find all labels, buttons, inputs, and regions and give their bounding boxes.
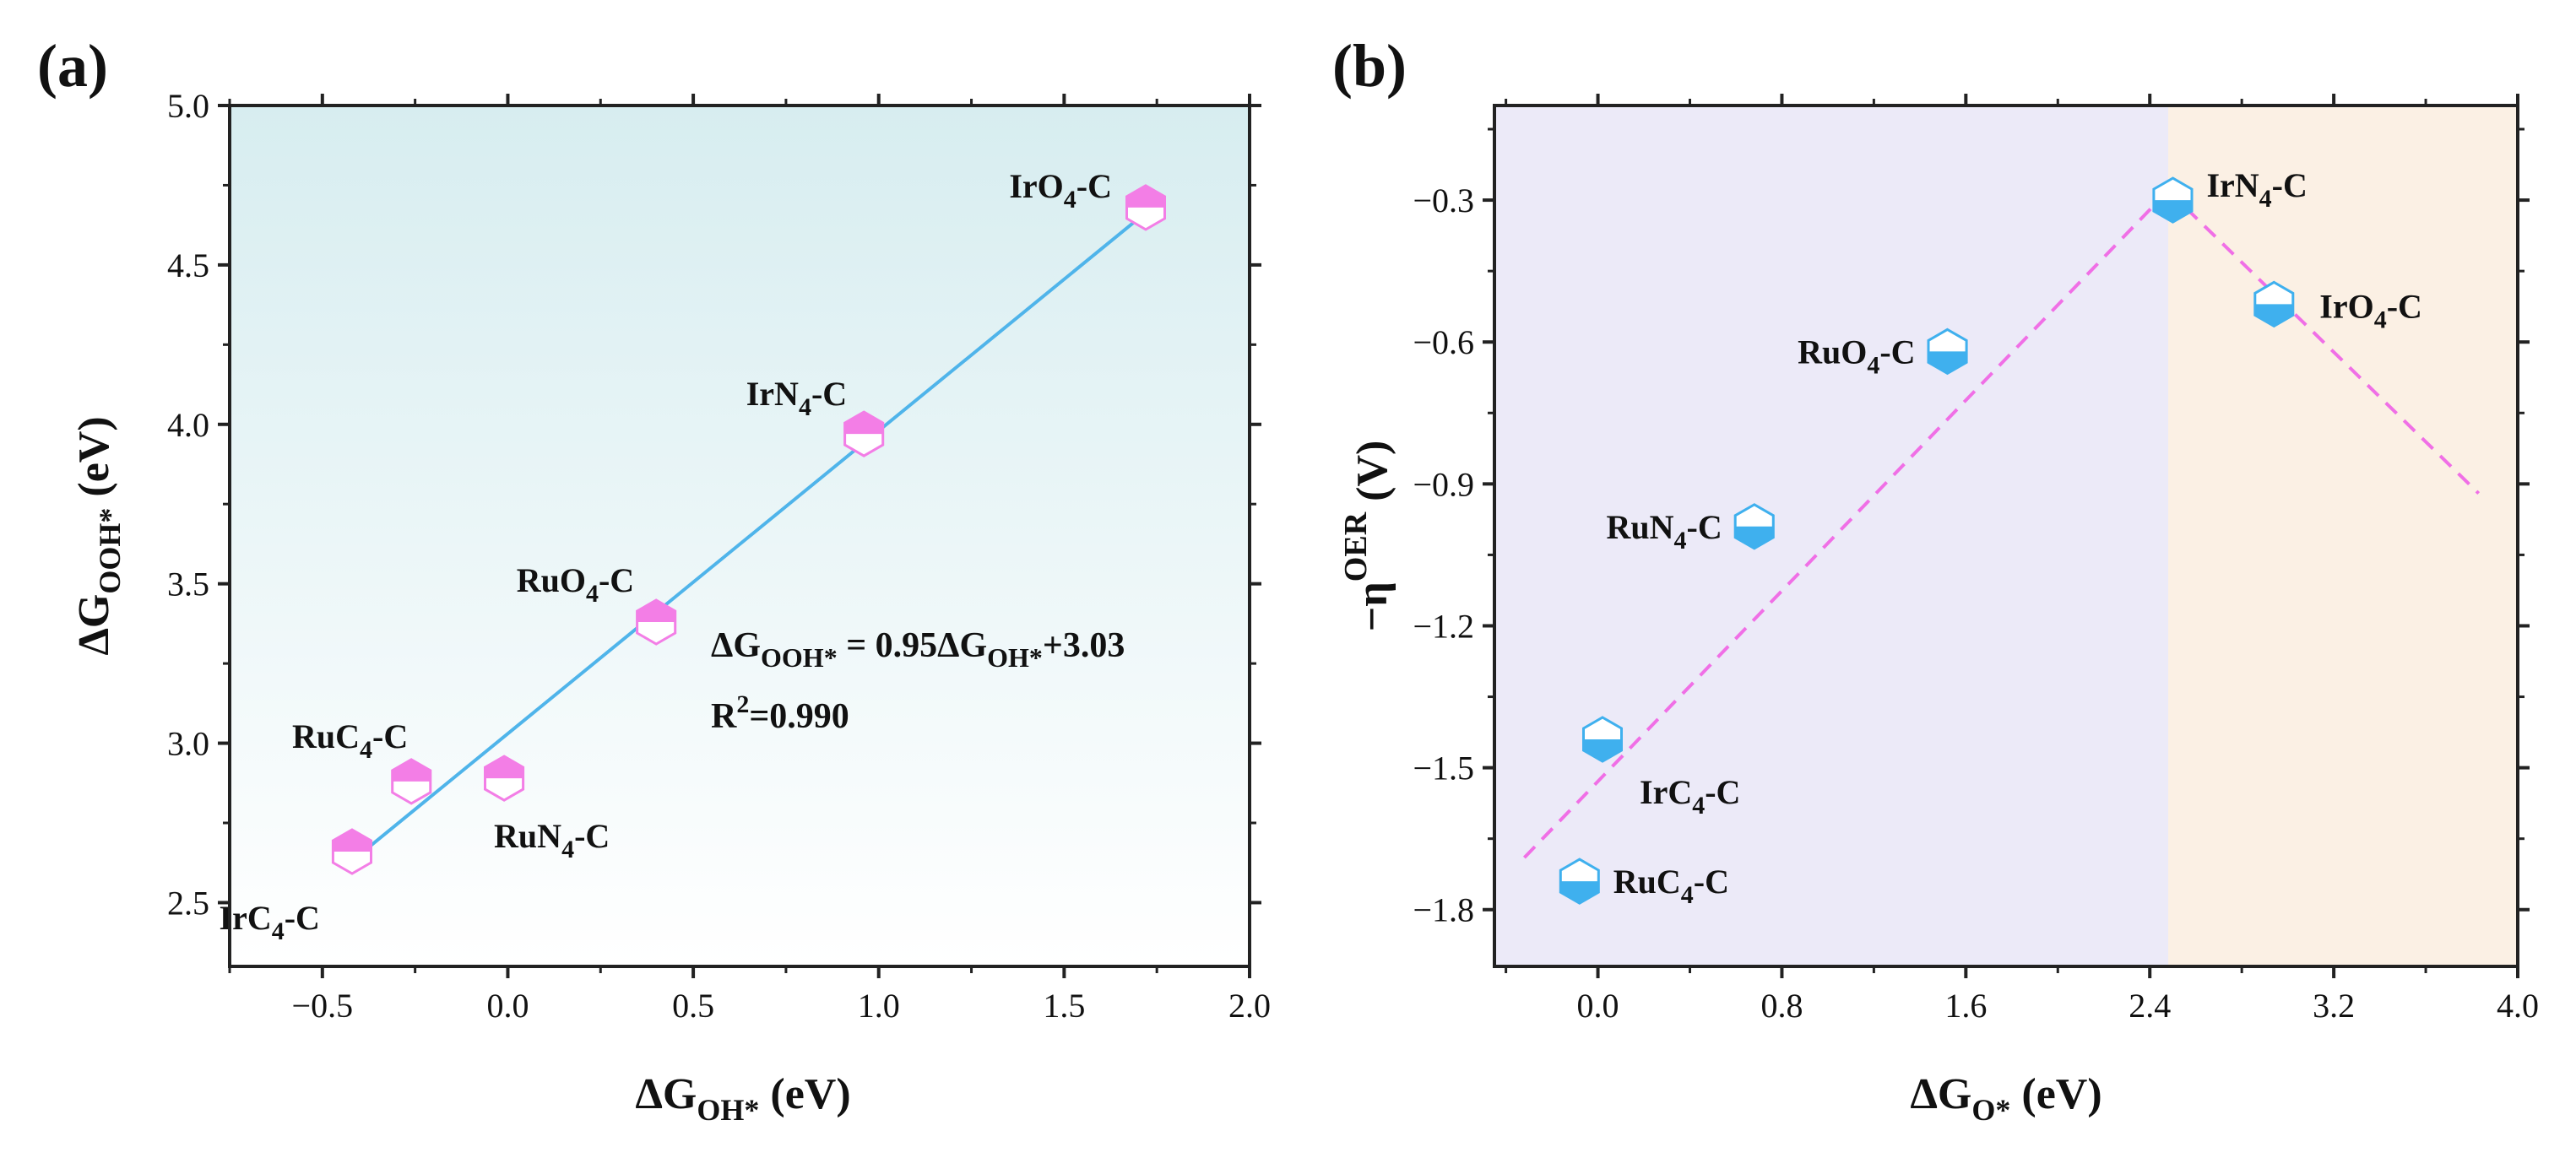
- data-point-b: [1927, 327, 1968, 376]
- data-point-b: [1733, 503, 1775, 550]
- plot-frame-a: [228, 104, 1251, 968]
- x-axis-title-a: ΔGOH* (eV): [635, 1070, 850, 1127]
- data-label-a: IrO4-C: [1009, 167, 1112, 214]
- y-tick-label: −0.9: [1413, 465, 1474, 503]
- y-tick-label: 3.0: [167, 725, 209, 763]
- data-label-b: RuO4-C: [1798, 333, 1915, 379]
- data-point-b: [1582, 716, 1623, 763]
- chart-panel-a: IrC4-C RuC4-C RuN4-C RuO4-C IrN4-C IrO4-C −0.…: [37, 32, 1271, 1127]
- x-tick-label: 3.2: [2313, 987, 2355, 1025]
- data-label-a: RuN4-C: [494, 817, 610, 863]
- y-tick-label: 4.5: [167, 246, 209, 284]
- x-tick-label: 1.6: [1944, 987, 1987, 1025]
- x-tick-label: 0.0: [486, 987, 529, 1025]
- data-point-a: [331, 828, 372, 875]
- y-tick-label: −1.5: [1413, 749, 1474, 787]
- y-tick-label: −1.2: [1413, 607, 1474, 645]
- data-label-b: IrC4-C: [1640, 773, 1740, 820]
- panel-label-a: (a): [37, 32, 108, 100]
- chart-marks-a: IrC4-C RuC4-C RuN4-C RuO4-C IrN4-C IrO4-C: [220, 167, 1166, 945]
- data-label-a: IrN4-C: [746, 375, 847, 421]
- data-point-a: [391, 758, 432, 805]
- x-tick-label: 4.0: [2497, 987, 2539, 1025]
- regression-line: [350, 211, 1147, 863]
- x-tick-label: 2.4: [2129, 987, 2171, 1025]
- axis-ticks-a: −0.5 0.0 0.5 1.0 1.5 2.0 2.5 3.0 3.5 4.0 4.5 5.0: [167, 87, 1271, 1025]
- y-tick-label: −0.3: [1413, 181, 1474, 219]
- plot-frame-b: [1493, 104, 2519, 968]
- axis-ticks-b: 0.0 0.8 1.6 2.4 3.2 4.0 −1.8 −1.5 −1.2 −0.9 −0.6 −0…: [1413, 94, 2539, 1025]
- x-tick-label: 2.0: [1228, 987, 1271, 1025]
- x-tick-label: 0.5: [672, 987, 714, 1025]
- regression-equation: ΔGOOH* = 0.95ΔGOH*+3.03: [711, 626, 1125, 673]
- y-tick-label: 2.5: [167, 884, 209, 922]
- y-tick-label: −1.8: [1413, 891, 1474, 929]
- chart-panel-b: RuC4-C IrC4-C RuN4-C RuO4-C IrN4-C IrO4-C 0.0…: [1332, 32, 2539, 1127]
- data-label-b: IrN4-C: [2206, 166, 2307, 213]
- x-tick-label: 1.5: [1043, 987, 1085, 1025]
- r-squared-value: R2=0.990: [711, 690, 849, 736]
- data-point-a: [484, 755, 525, 802]
- y-tick-label: −0.6: [1413, 323, 1474, 361]
- data-label-a: RuO4-C: [517, 561, 634, 608]
- x-tick-label: −0.5: [292, 987, 354, 1025]
- volcano-line: [2167, 189, 2481, 495]
- y-tick-label: 3.5: [167, 565, 209, 603]
- data-point-b: [1559, 858, 1600, 905]
- x-tick-label: 1.0: [858, 987, 900, 1025]
- chart-marks-b: RuC4-C IrC4-C RuN4-C RuO4-C IrN4-C IrO4-C: [1522, 166, 2481, 909]
- data-label-a: RuC4-C: [292, 717, 408, 764]
- data-label-a: IrC4-C: [220, 899, 320, 945]
- y-axis-title-b: −ηOER (V): [1338, 441, 1396, 632]
- y-axis-title-a: ΔGOOH* (eV): [70, 416, 127, 655]
- plot-region-left-b: [1494, 106, 2169, 966]
- data-label-b: RuN4-C: [1607, 508, 1722, 555]
- panel-label-b: (b): [1332, 32, 1407, 100]
- data-point-b: [2253, 280, 2295, 328]
- x-axis-title-b: ΔGO* (eV): [1910, 1070, 2101, 1127]
- x-tick-label: 0.0: [1577, 987, 1619, 1025]
- data-point-a: [636, 598, 677, 646]
- data-point-a: [843, 410, 885, 457]
- y-tick-label: 5.0: [167, 87, 209, 125]
- data-label-b: RuC4-C: [1613, 863, 1729, 909]
- data-point-b: [2152, 176, 2194, 224]
- data-label-b: IrO4-C: [2319, 287, 2422, 333]
- x-tick-label: 0.8: [1760, 987, 1803, 1025]
- plot-region-right-b: [2168, 106, 2518, 966]
- y-tick-label: 4.0: [167, 406, 209, 444]
- data-point-a: [1125, 184, 1166, 231]
- volcano-line: [1522, 189, 2170, 859]
